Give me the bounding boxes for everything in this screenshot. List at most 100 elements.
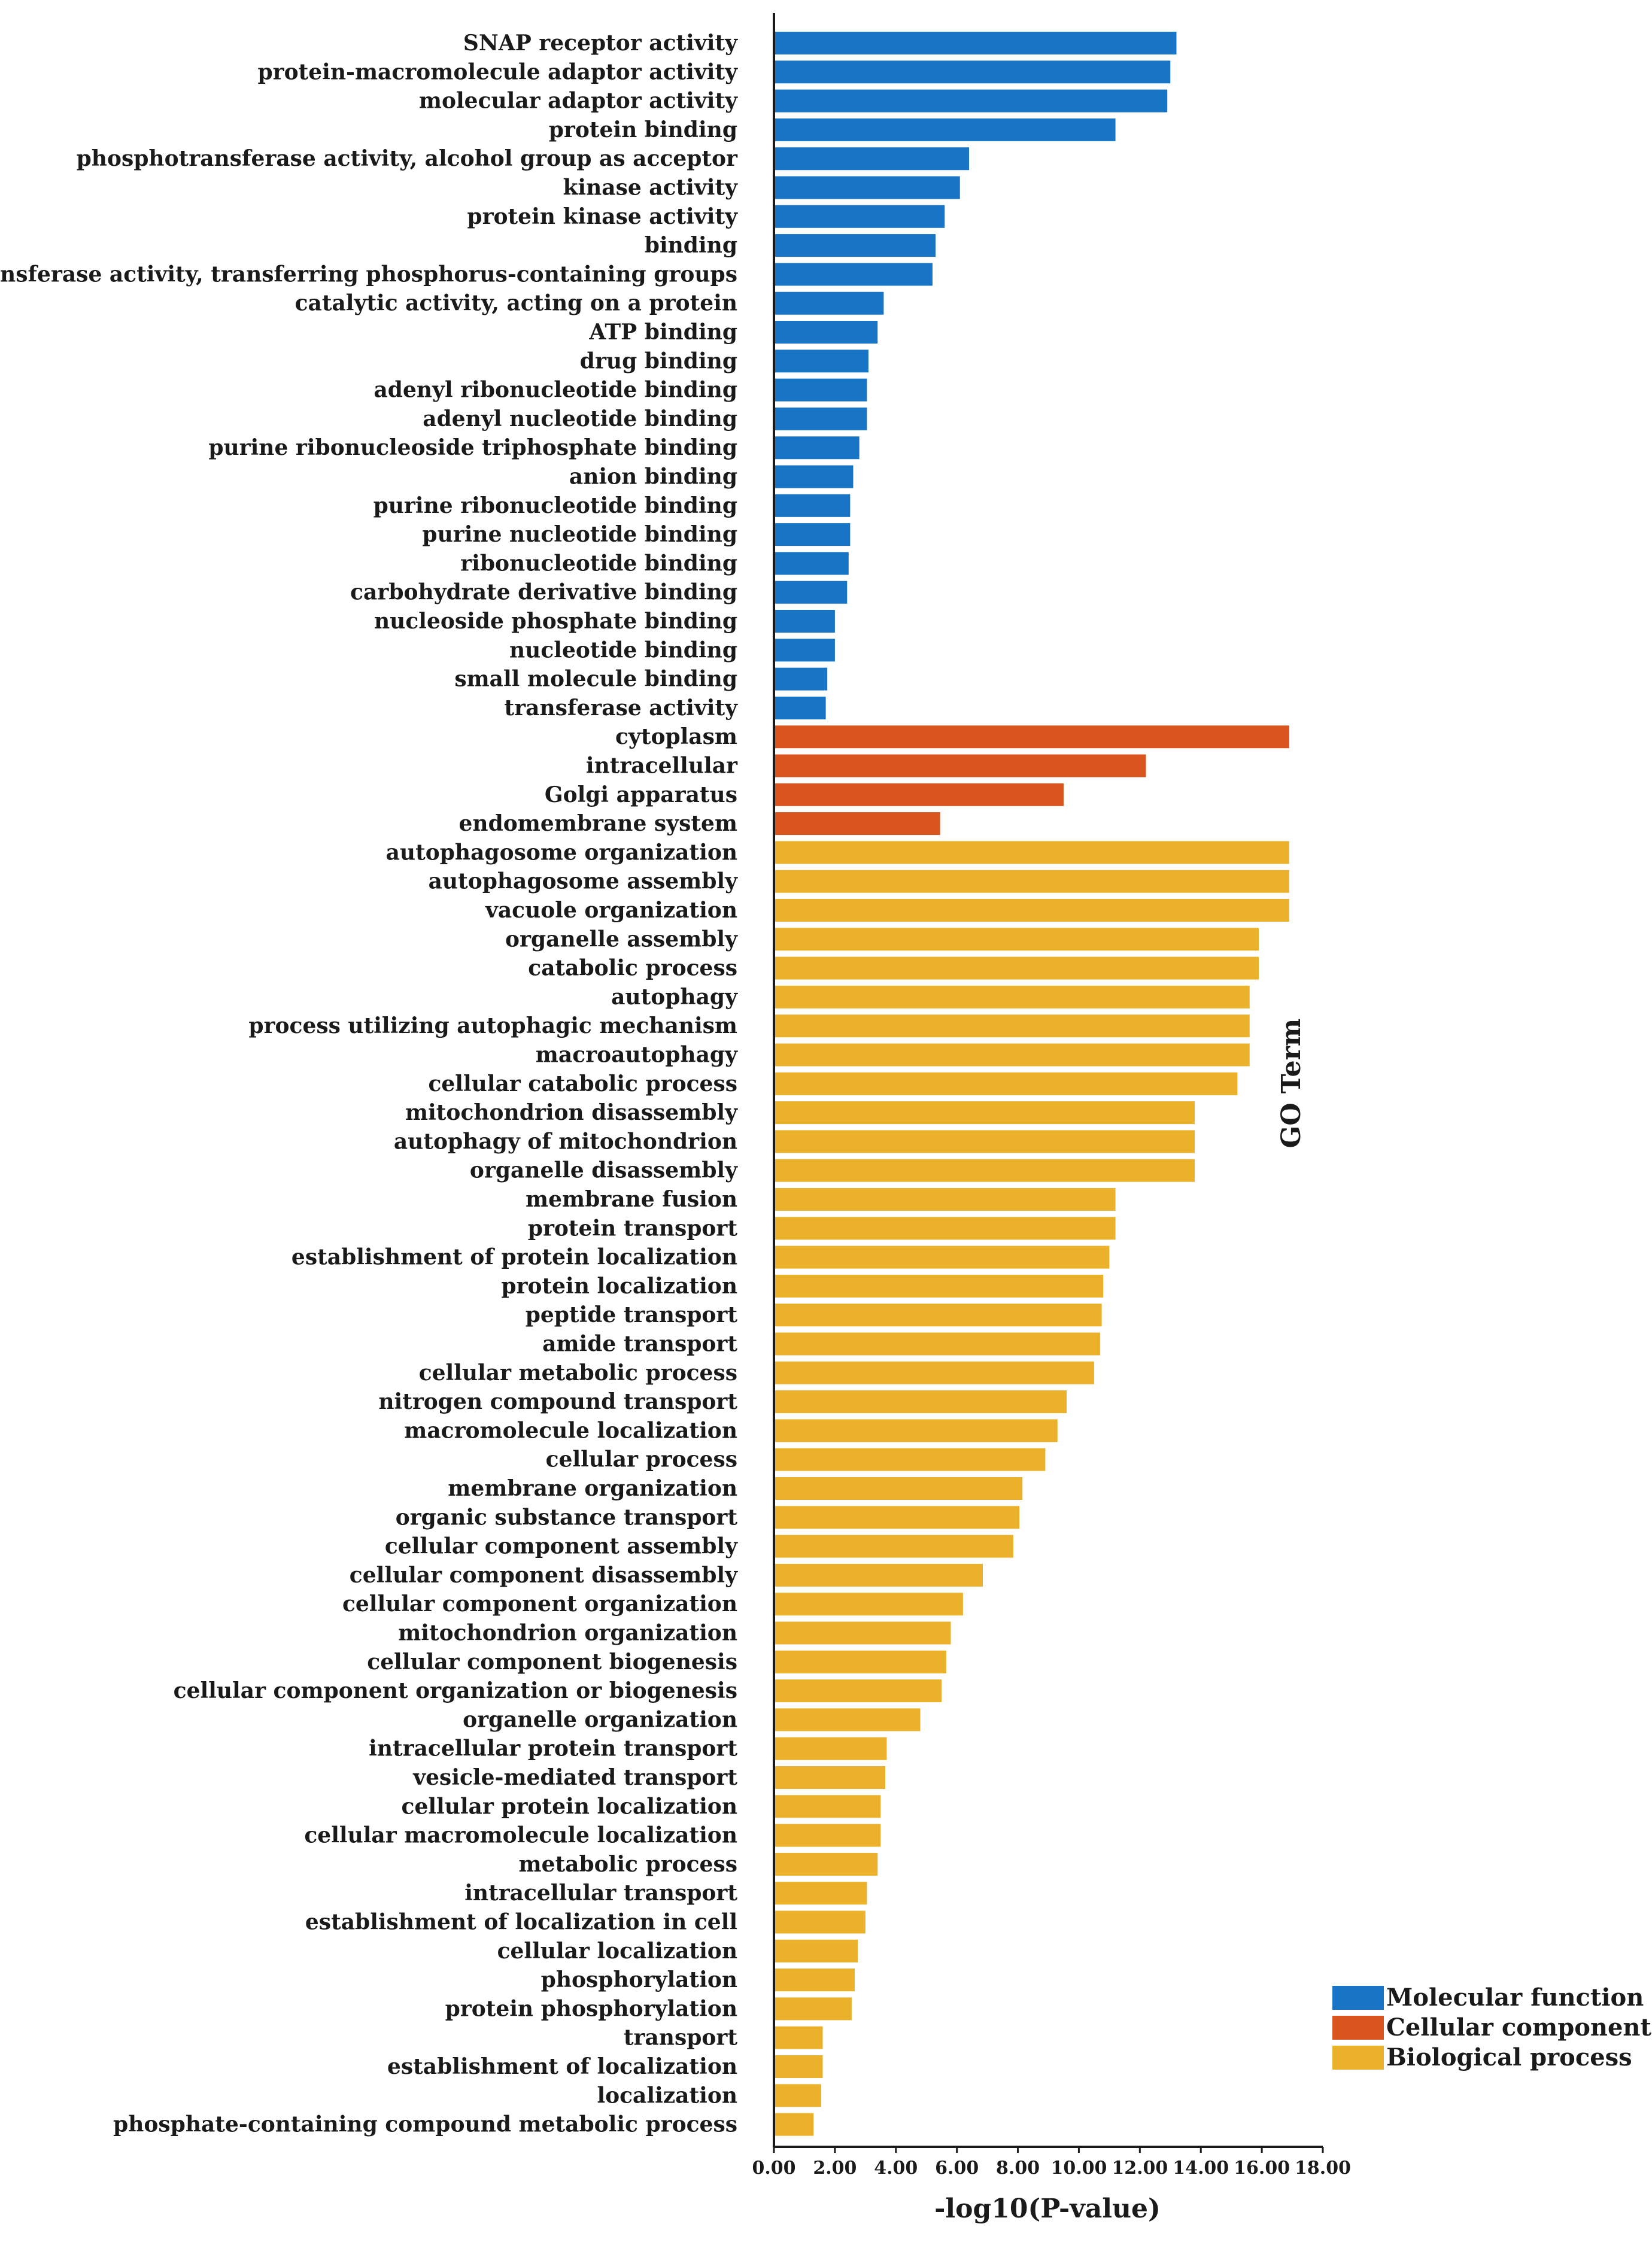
bar-24	[774, 696, 826, 719]
term-label-30: autophagosome assembly	[429, 869, 739, 894]
bar-16	[774, 465, 854, 488]
term-label-68: phosphorylation	[541, 1967, 737, 1992]
term-label-69: protein phosphorylation	[445, 1996, 737, 2021]
term-label-18: purine nucleotide binding	[422, 522, 737, 547]
term-label-11: ATP binding	[588, 320, 737, 345]
term-label-54: cellular component disassembly	[350, 1563, 738, 1588]
term-label-49: macromolecule localization	[404, 1418, 737, 1443]
bar-19	[774, 552, 849, 575]
bar-30	[774, 870, 1289, 893]
x-axis-title: -log10(P-value)	[934, 2194, 1161, 2224]
bar-17	[774, 494, 851, 517]
bar-54	[774, 1563, 983, 1587]
term-label-21: nucleoside phosphate binding	[374, 609, 737, 634]
term-label-25: cytoplasm	[615, 724, 737, 749]
bar-68	[774, 1968, 855, 1992]
legend-label-1: Molecular function	[1386, 1983, 1644, 2012]
bar-39	[774, 1130, 1195, 1153]
bar-66	[774, 1910, 866, 1934]
x-tick-label-2: 2.00	[813, 2158, 857, 2179]
bar-20	[774, 581, 848, 604]
bar-38	[774, 1101, 1195, 1125]
term-label-34: autophagy	[611, 985, 738, 1010]
legend-label-2: Cellular component	[1386, 2013, 1651, 2042]
bar-33	[774, 956, 1259, 980]
bar-29	[774, 841, 1289, 864]
term-label-43: establishment of protein localization	[291, 1245, 737, 1270]
bar-55	[774, 1593, 963, 1616]
x-tick-label-7: 12.00	[1112, 2158, 1168, 2179]
bar-11	[774, 321, 878, 344]
term-label-58: cellular component organization or bioge…	[174, 1678, 737, 1703]
bar-22	[774, 639, 835, 662]
term-label-60: intracellular protein transport	[369, 1736, 737, 1761]
bar-63	[774, 1824, 881, 1847]
bar-60	[774, 1737, 887, 1760]
legend-label-3: Biological process	[1386, 2043, 1632, 2071]
bar-53	[774, 1535, 1013, 1558]
bar-25	[774, 725, 1289, 749]
bar-2	[774, 60, 1171, 84]
term-label-41: membrane fusion	[526, 1187, 737, 1212]
bar-13	[774, 378, 867, 402]
x-tick-label-9: 16.00	[1234, 2158, 1290, 2179]
bar-9	[774, 263, 933, 286]
x-axis-ticks: 0.00 2.00 4.00 6.00 8.00 10.00 12.00 14.00 16.00…	[752, 2147, 1351, 2179]
bar-7	[774, 205, 945, 228]
term-label-56: mitochondrion organization	[398, 1621, 737, 1646]
bar-8	[774, 234, 936, 257]
term-label-40: organelle disassembly	[470, 1158, 738, 1183]
bar-12	[774, 350, 868, 373]
term-label-52: organic substance transport	[396, 1505, 738, 1530]
bar-5	[774, 147, 970, 171]
bar-42	[774, 1217, 1116, 1240]
bars-layer	[774, 32, 1289, 2136]
bar-57	[774, 1650, 946, 1673]
y-axis-title: GO Term	[1276, 1019, 1307, 1149]
bar-21	[774, 610, 835, 633]
term-label-33: catabolic process	[528, 956, 737, 981]
bar-18	[774, 523, 851, 546]
bar-61	[774, 1766, 885, 1789]
term-label-37: cellular catabolic process	[428, 1071, 737, 1096]
bar-14	[774, 407, 867, 430]
term-label-2: protein-macromolecule adaptor activity	[257, 59, 738, 84]
term-label-27: Golgi apparatus	[545, 782, 737, 807]
bar-48	[774, 1390, 1067, 1414]
bar-70	[774, 2026, 823, 2049]
term-label-73: phosphate-containing compound metabolic …	[113, 2112, 737, 2137]
bar-6	[774, 176, 960, 199]
bar-69	[774, 1997, 852, 2021]
bar-15	[774, 436, 860, 460]
bar-28	[774, 812, 940, 836]
term-label-23: small molecule binding	[454, 667, 737, 692]
x-tick-label-5: 8.00	[996, 2158, 1040, 2179]
term-label-9: transferase activity, transferring phosp…	[0, 262, 737, 287]
term-label-70: transport	[624, 2025, 738, 2050]
bar-56	[774, 1621, 951, 1645]
term-label-45: peptide transport	[526, 1302, 738, 1327]
x-tick-label-10: 18.00	[1295, 2158, 1351, 2179]
term-label-51: membrane organization	[448, 1476, 737, 1501]
term-label-14: adenyl nucleotide binding	[423, 406, 737, 432]
bar-36	[774, 1043, 1250, 1067]
bar-41	[774, 1188, 1116, 1211]
bar-51	[774, 1477, 1023, 1500]
bar-37	[774, 1072, 1238, 1095]
term-label-7: protein kinase activity	[467, 204, 738, 229]
bar-52	[774, 1506, 1020, 1529]
bar-3	[774, 89, 1168, 113]
bar-23	[774, 667, 828, 691]
bar-59	[774, 1708, 921, 1731]
term-label-4: protein binding	[549, 117, 737, 142]
term-label-46: amide transport	[542, 1332, 737, 1357]
bar-32	[774, 928, 1259, 951]
term-label-67: cellular localization	[497, 1939, 737, 1964]
bar-49	[774, 1419, 1058, 1442]
term-label-57: cellular component biogenesis	[367, 1649, 737, 1675]
bar-65	[774, 1882, 867, 1905]
bar-58	[774, 1679, 942, 1703]
term-label-20: carbohydrate derivative binding	[350, 580, 737, 605]
